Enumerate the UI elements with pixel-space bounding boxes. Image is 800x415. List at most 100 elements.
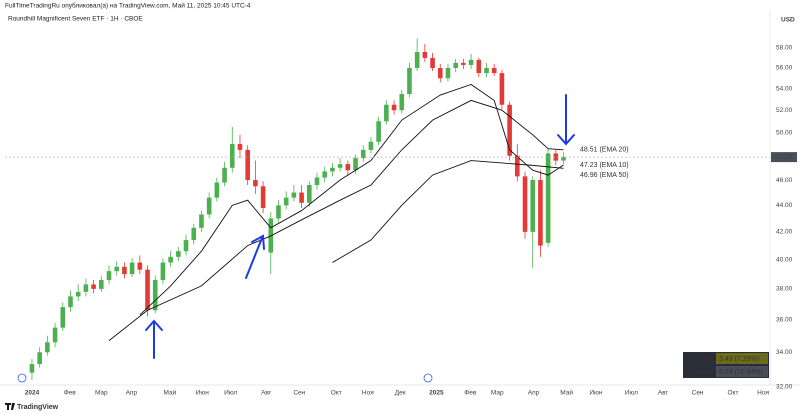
- candle-body: [68, 296, 73, 308]
- candle-body: [445, 67, 451, 79]
- candle-body: [245, 149, 250, 181]
- x-tick-label: Окт: [728, 390, 739, 397]
- candle-body: [260, 186, 266, 208]
- candle-body: [291, 192, 297, 198]
- candle-body: [145, 269, 150, 311]
- y-tick-label: 38.00: [776, 286, 793, 293]
- atr-cell: [716, 366, 768, 377]
- y-tick-label: 46.00: [776, 177, 793, 184]
- candle-body: [522, 176, 528, 232]
- dividend-marker[interactable]: [17, 373, 27, 383]
- candle-body: [507, 104, 512, 156]
- x-tick-label: Июн: [196, 390, 210, 397]
- x-tick-label: 2025: [429, 390, 444, 397]
- candle-body: [437, 67, 443, 79]
- ema-line: [108, 99, 564, 341]
- y-tick-label: 54.00: [776, 85, 793, 92]
- candle-body: [160, 262, 166, 280]
- atr-label: 1 ATR: [693, 356, 712, 363]
- candle-body: [530, 180, 536, 232]
- logo: [5, 403, 15, 410]
- x-tick-label: Мар: [491, 390, 504, 397]
- candle-body: [91, 284, 96, 289]
- candle-body: [307, 185, 312, 203]
- candle-body: [376, 121, 381, 142]
- ema-line: [139, 84, 564, 316]
- x-tick-label: Май: [560, 389, 573, 397]
- candle-body: [114, 266, 120, 272]
- candle-body: [330, 167, 335, 172]
- y-tick-label: 44.00: [776, 202, 793, 209]
- x-tick-label: Дек: [395, 390, 406, 397]
- candle-body: [499, 73, 505, 105]
- ema-label: 47.23 (EMA 10): [580, 162, 629, 169]
- candle-body: [314, 177, 320, 186]
- atr-label: 1.5 ATR: [687, 369, 712, 376]
- candle-body: [561, 157, 566, 161]
- atr-table: 1 ATR 3.49 (7.29%) 1.5 ATR 5.24 (10.94%): [683, 352, 769, 378]
- ema-label: 48.51 (EMA 20): [580, 147, 629, 154]
- y-tick-label: 34.00: [776, 349, 793, 356]
- candle-body: [60, 307, 66, 328]
- ema-label: 46.96 (EMA 50): [580, 172, 629, 179]
- candle-body: [414, 51, 420, 68]
- x-tick-label: Фев: [64, 390, 77, 397]
- candle-body: [353, 158, 358, 171]
- candle-body: [229, 144, 235, 168]
- dividend-markers: [17, 373, 433, 383]
- candle-body: [29, 364, 35, 373]
- dividend-marker[interactable]: [423, 373, 433, 383]
- y-tick-label: 52.00: [776, 107, 793, 114]
- x-tick-label: Ноя: [362, 390, 374, 397]
- x-tick-label: Ноя: [757, 390, 769, 397]
- atr-value: 5.24 (10.94%): [719, 369, 763, 376]
- candle-body: [75, 291, 81, 297]
- candle-body: [237, 144, 243, 150]
- x-tick-label: Июл: [625, 390, 638, 397]
- last-price-tag: [771, 152, 797, 163]
- arrow-up: [245, 234, 265, 279]
- candle-body: [45, 342, 50, 353]
- candle-body: [553, 153, 559, 161]
- candle-body: [337, 164, 343, 168]
- candle-body: [430, 57, 435, 68]
- arrow-down: [557, 94, 575, 146]
- x-tick-label: Сен: [692, 390, 704, 397]
- candle-body: [545, 153, 551, 243]
- candle-body: [122, 266, 127, 275]
- candle-body: [98, 279, 104, 289]
- candle-body: [484, 67, 489, 74]
- x-tick-label: Июл: [224, 390, 237, 397]
- candle-body: [276, 205, 281, 219]
- y-tick-label: 40.00: [776, 256, 793, 263]
- candle-body: [468, 59, 474, 65]
- currency: USD: [781, 17, 795, 24]
- candle-body: [83, 284, 89, 292]
- y-tick-label: 58.00: [776, 45, 793, 52]
- y-tick-label: 32.00: [776, 383, 793, 390]
- candle-body: [206, 197, 212, 215]
- x-tick-label: Авг: [658, 390, 669, 397]
- candle-body: [515, 155, 520, 177]
- candle-body: [299, 192, 304, 203]
- atr-cell: [716, 353, 768, 364]
- candle-body: [345, 164, 351, 171]
- candle-body: [191, 227, 197, 241]
- candle-body: [322, 171, 328, 178]
- candle-body: [360, 149, 366, 159]
- y-tick-label: 56.00: [776, 65, 793, 72]
- publisher: FullTimeTradingRu опубликовал(а) на Trad…: [5, 2, 251, 10]
- x-tick-label: Мар: [95, 390, 108, 397]
- arrow-up: [145, 319, 163, 359]
- ema-line: [332, 160, 564, 263]
- last-price-label: 47.89: [776, 154, 793, 161]
- y-tick-label: 42.00: [776, 229, 793, 236]
- arrows: [145, 94, 575, 359]
- candle-body: [476, 59, 482, 74]
- candle-body: [461, 62, 466, 65]
- candle-body: [37, 352, 42, 365]
- x-tick-label: Апр: [528, 390, 540, 397]
- candle-body: [491, 67, 497, 74]
- x-tick-label: Авг: [261, 390, 272, 397]
